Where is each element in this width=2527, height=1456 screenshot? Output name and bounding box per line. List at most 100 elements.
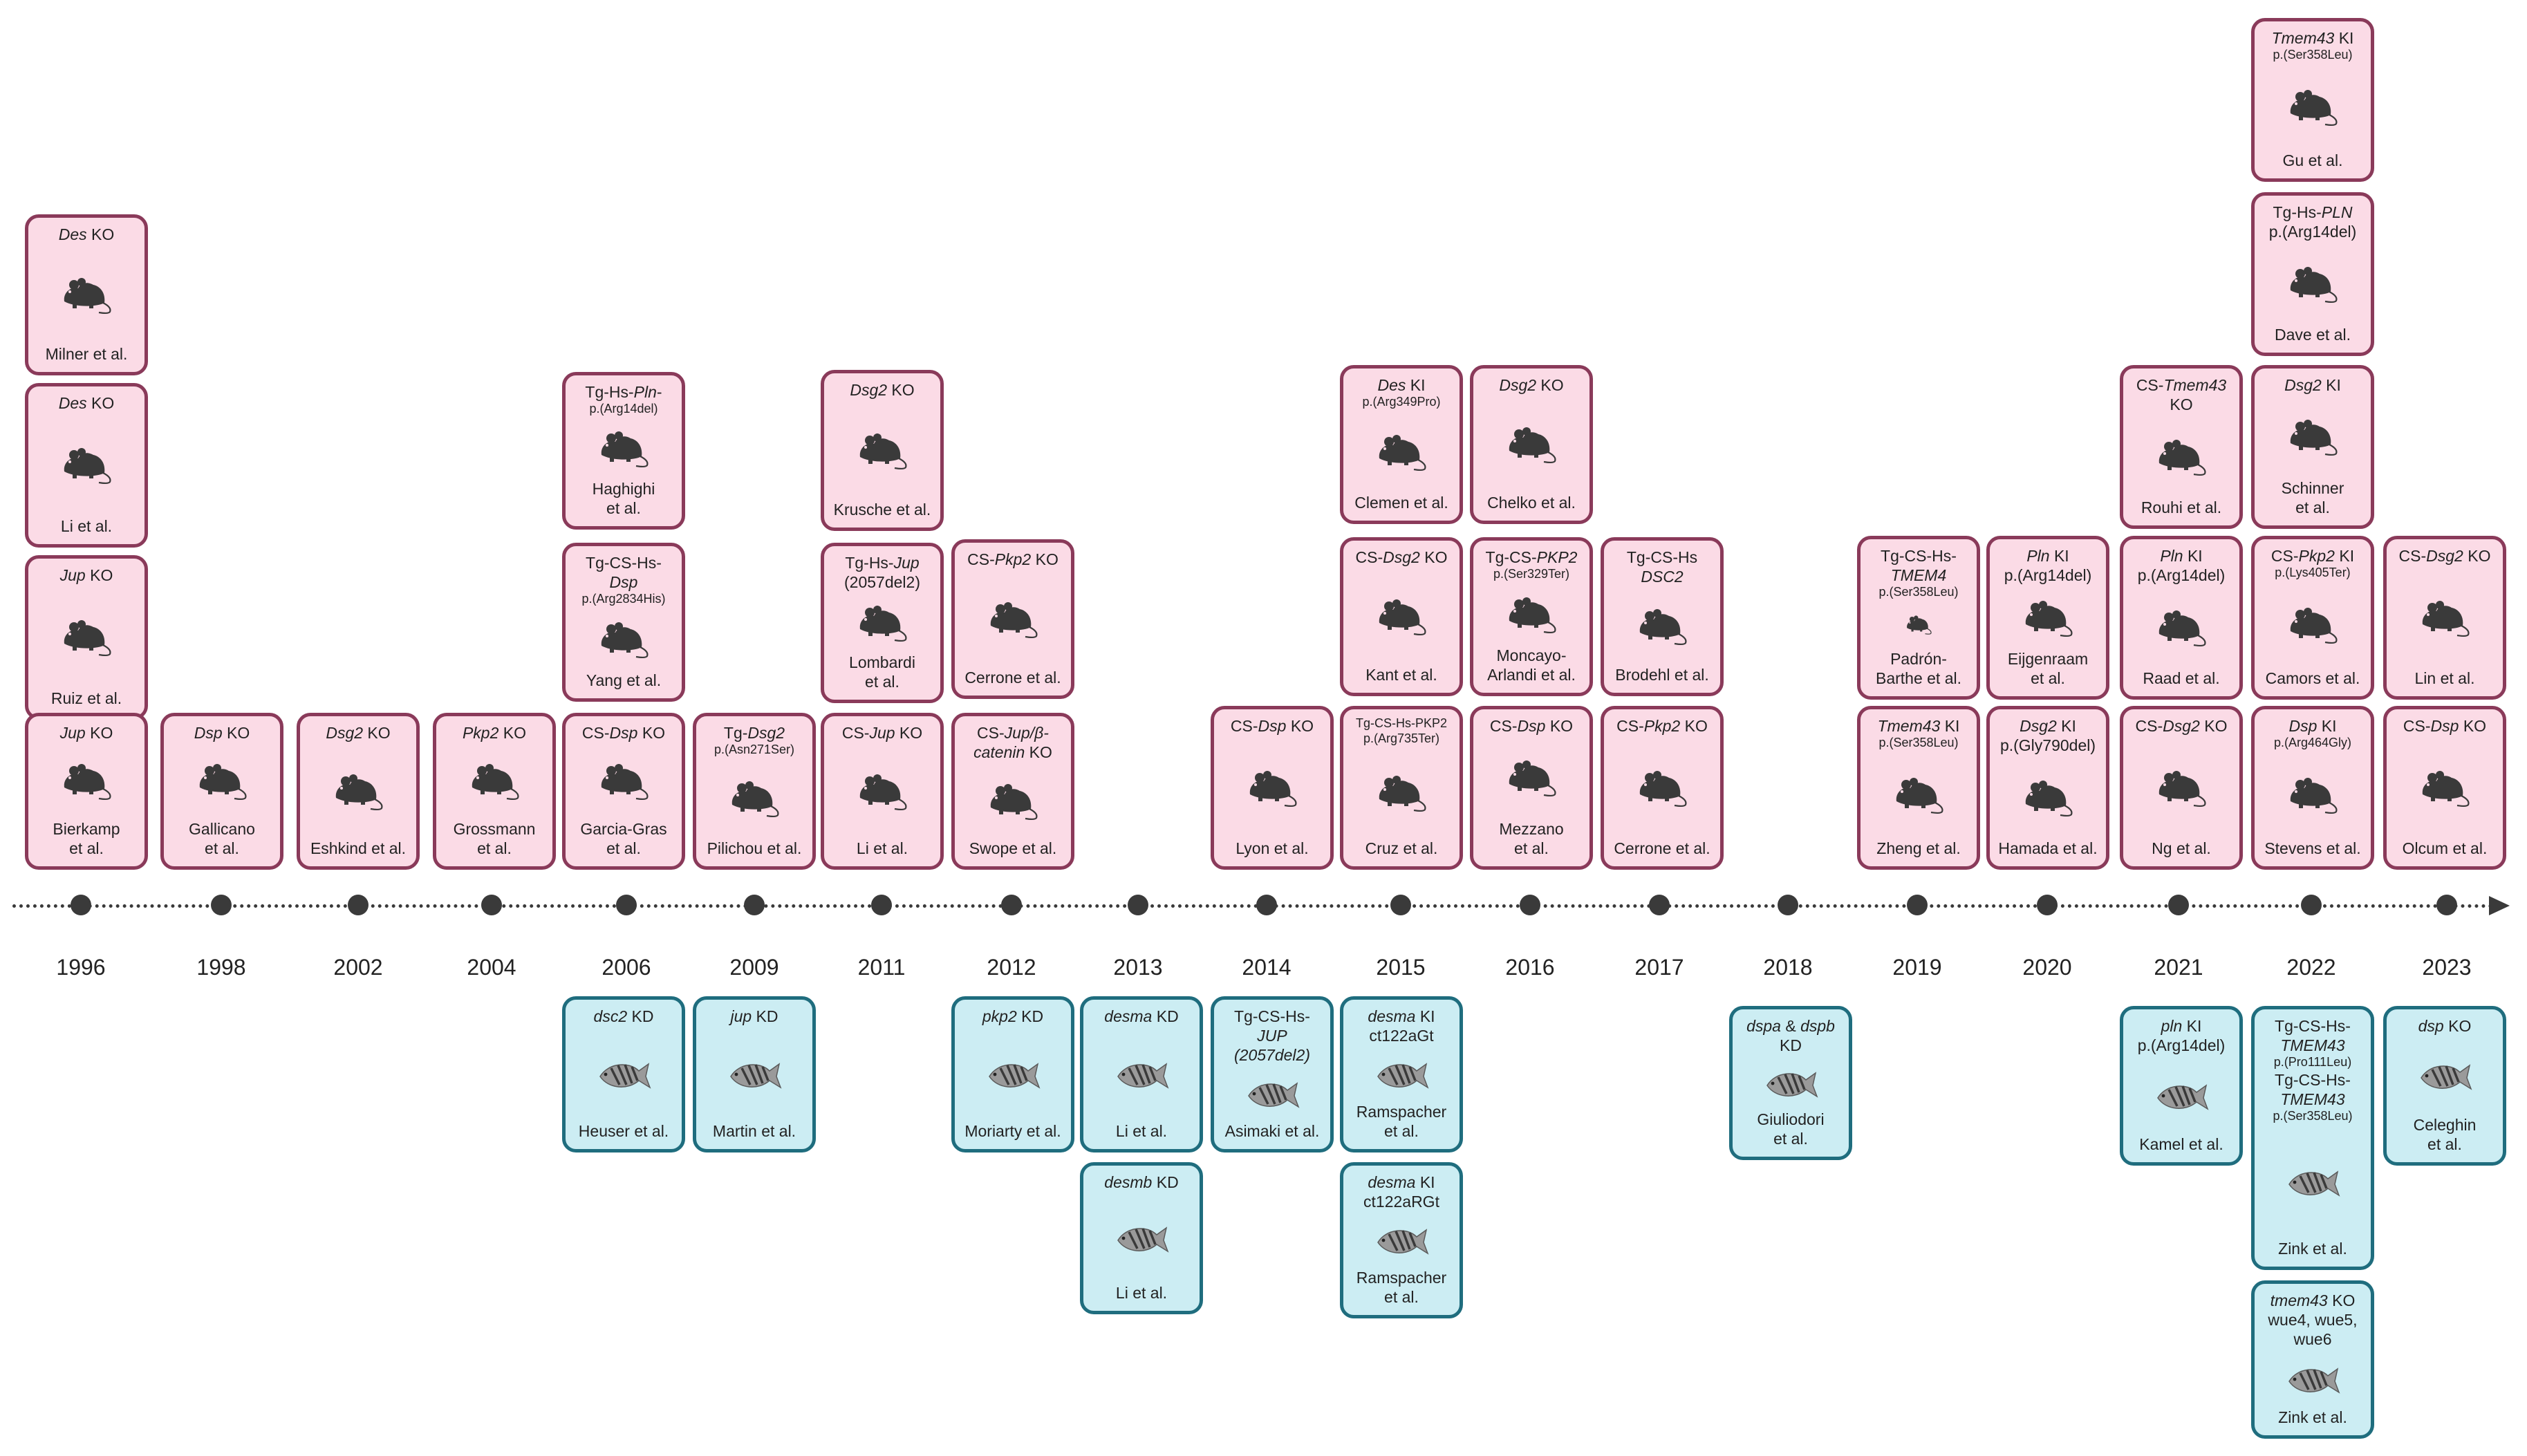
timeline-dot-2023: [2436, 895, 2457, 915]
mouse-icon-wrap: [1244, 736, 1300, 839]
model-title-line2: DSC2: [1641, 568, 1684, 586]
model-title: CS-Pkp2 KO: [1616, 717, 1708, 735]
mouse-icon: [601, 764, 649, 801]
timeline-dot-2016: [1520, 895, 1540, 915]
model-title: Tg-CS-Hs-: [1234, 1007, 1310, 1025]
mouse-icon: [2290, 608, 2338, 644]
zebrafish-icon-wrap: [727, 1026, 782, 1121]
mouse-icon: [1249, 770, 1297, 807]
model-title: Des KI: [1377, 376, 1426, 394]
mouse-model-card: Dsp KO Gallicano et al.: [160, 713, 283, 870]
model-title-line2: KO: [2170, 395, 2193, 414]
mouse-model-card: CS-Jup/β-catenin KO Swope et al.: [951, 713, 1074, 870]
zebrafish-icon: [2157, 1083, 2209, 1110]
mouse-icon: [1379, 599, 1426, 636]
mouse-model-card: Tmem43 KI p.(Ser358Leu) Gu et al.: [2251, 18, 2374, 182]
mouse-icon-wrap: [596, 417, 651, 479]
model-title: CS-Dsp KO: [2403, 717, 2487, 735]
mouse-model-card: Tg-CS-PKP2 p.(Ser329Ter) Moncayo- Arlandi …: [1470, 537, 1593, 696]
model-author: Raad et al.: [2143, 669, 2220, 687]
fish-model-card: dspa & dspb KD Giuliodori et al.: [1729, 1006, 1852, 1160]
mouse-icon-wrap: [2285, 63, 2340, 151]
year-label-2012: 2012: [987, 955, 1036, 980]
model-title: Des KO: [58, 394, 115, 412]
mouse-icon-wrap: [596, 743, 651, 819]
mouse-model-card: Des KO Milner et al.: [25, 214, 148, 375]
mouse-model-card: Jup KO Ruiz et al.: [25, 555, 148, 720]
zebrafish-icon: [1117, 1063, 1169, 1089]
year-label-2009: 2009: [729, 955, 779, 980]
mouse-icon-wrap: [59, 413, 114, 516]
model-author: Li et al.: [1115, 1121, 1168, 1140]
zebrafish-icon-wrap: [1374, 1045, 1429, 1102]
model-title-line5: TMEM43: [2280, 1090, 2345, 1109]
model-title: Tg-CS-Hs-: [2275, 1017, 2351, 1035]
timeline-dot-2022: [2301, 895, 2322, 915]
model-title: pln KI: [2161, 1017, 2202, 1035]
fish-model-card: dsp KO Celeghin et al.: [2383, 1006, 2506, 1166]
mouse-icon-wrap: [2020, 755, 2076, 839]
model-author: Hamada et al.: [1998, 839, 2098, 857]
model-author: Gallicano et al.: [189, 819, 255, 857]
mouse-model-card: CS-Tmem43 KO Rouhi et al.: [2120, 365, 2243, 529]
mouse-model-card: Tg-Dsg2 p.(Asn271Ser) Pilichou et al.: [693, 713, 816, 870]
model-title: Tg-Hs-Pln-: [585, 383, 662, 401]
timeline-dot-2002: [348, 895, 369, 915]
timeline-dot-2013: [1128, 895, 1148, 915]
mouse-icon-wrap: [1904, 600, 1933, 649]
year-label-2013: 2013: [1113, 955, 1163, 980]
model-title: CS-Jup/β-: [977, 724, 1049, 742]
mouse-icon: [1639, 609, 1687, 646]
mouse-icon-wrap: [2285, 395, 2340, 478]
model-title: Tmem43 KI: [2271, 29, 2354, 47]
model-variant: p.(Ser329Ter): [1493, 567, 1570, 581]
model-title: Dsp KI: [2288, 717, 2337, 735]
year-label-2021: 2021: [2154, 955, 2203, 980]
mouse-icon-wrap: [2285, 581, 2340, 669]
model-author: Cerrone et al.: [1614, 839, 1710, 857]
year-label-2022: 2022: [2286, 955, 2336, 980]
model-author: Cruz et al.: [1365, 839, 1438, 857]
model-title: Jup KO: [59, 566, 113, 584]
model-author: Brodehl et al.: [1615, 665, 1709, 684]
mouse-model-card: Dsg2 KO Krusche et al.: [821, 370, 944, 531]
model-author: Yang et al.: [586, 671, 662, 689]
zebrafish-icon-wrap: [2154, 1055, 2209, 1135]
mouse-icon: [472, 764, 519, 801]
zebrafish-icon-wrap: [2285, 1349, 2340, 1408]
model-title: dsc2 KD: [593, 1007, 654, 1025]
mouse-icon: [2025, 780, 2073, 816]
model-title: CS-Dsg2 KO: [1355, 548, 1448, 566]
mouse-icon: [990, 601, 1038, 638]
timeline-dot-2009: [744, 895, 765, 915]
model-title-line2: TMEM43: [2280, 1036, 2345, 1055]
model-author: Ramspacher et al.: [1356, 1102, 1447, 1140]
year-label-1996: 1996: [56, 955, 106, 980]
year-label-2002: 2002: [333, 955, 383, 980]
timeline-axis: [12, 904, 2495, 908]
model-title-line2: p.(Gly790del): [1999, 736, 2096, 755]
model-author: Martin et al.: [712, 1121, 796, 1140]
model-title: Tg-CS-Hs-: [1881, 547, 1957, 565]
model-title: desma KI: [1368, 1173, 1435, 1191]
model-title: Dsg2 KI: [2020, 717, 2076, 735]
model-author: Clemen et al.: [1354, 493, 1448, 512]
timeline-dot-2006: [616, 895, 637, 915]
model-title-line2: ct122aRGt: [1363, 1193, 1439, 1211]
mouse-icon-wrap: [727, 758, 782, 839]
fish-model-card: desma KD Li et al.: [1080, 996, 1203, 1152]
model-author: Bierkamp et al.: [53, 819, 120, 857]
mouse-icon: [335, 774, 383, 810]
mouse-model-card: CS-Dsp KO Lyon et al.: [1211, 706, 1334, 870]
mouse-icon: [2422, 770, 2470, 807]
model-title: Dsg2 KO: [850, 381, 915, 399]
model-title: Des KO: [58, 225, 115, 243]
model-variant: p.(Lys405Ter): [2275, 566, 2351, 580]
model-author: Kant et al.: [1365, 665, 1437, 684]
model-title: CS-Dsg2 KO: [2398, 547, 2491, 565]
year-label-2019: 2019: [1892, 955, 1942, 980]
model-title: Tg-Dsg2: [723, 724, 785, 742]
year-label-2016: 2016: [1505, 955, 1555, 980]
model-title: Dsg2 KI: [2284, 376, 2341, 394]
model-author: Asimaki et al.: [1224, 1121, 1320, 1140]
